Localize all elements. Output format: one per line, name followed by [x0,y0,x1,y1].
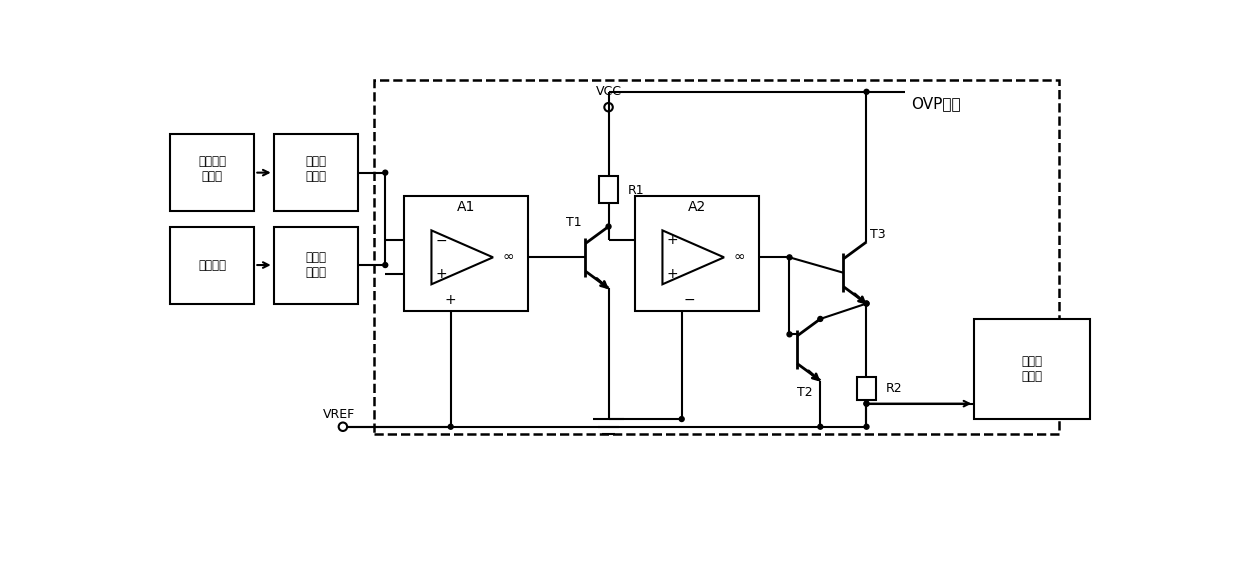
Circle shape [864,89,869,95]
Text: A1: A1 [456,200,475,215]
Text: VCC: VCC [595,85,621,98]
Circle shape [818,424,823,429]
Bar [373,80,1059,435]
Text: A2: A2 [688,200,707,215]
Bar [404,196,528,311]
Circle shape [787,332,792,337]
Text: +: + [435,267,448,281]
Circle shape [864,301,869,306]
Circle shape [680,417,684,422]
Text: +: + [667,233,678,247]
Text: 反馈信号
输入端: 反馈信号 输入端 [198,155,226,183]
Text: −: − [435,233,448,247]
Text: R2: R2 [885,381,903,395]
Text: 第二调
理电路: 第二调 理电路 [305,251,326,279]
Text: −: − [683,293,696,307]
Text: 第一调
理电路: 第一调 理电路 [305,155,326,183]
Text: ∞: ∞ [734,250,745,264]
Text: VREF: VREF [322,408,355,421]
Text: T2: T2 [797,385,812,398]
Text: T1: T1 [567,216,582,229]
Text: 感温模块: 感温模块 [198,259,226,272]
Text: ∞: ∞ [502,250,515,264]
Circle shape [787,255,792,260]
Circle shape [606,224,611,229]
Bar [274,226,358,303]
Text: OVP模块: OVP模块 [911,96,961,111]
Text: R1: R1 [627,184,645,197]
Bar [635,196,759,311]
Text: T3: T3 [870,228,885,241]
Text: +: + [445,293,456,307]
Circle shape [383,170,388,175]
Circle shape [864,401,869,406]
Bar [857,377,875,400]
Bar [170,134,254,211]
Circle shape [864,401,869,406]
Circle shape [864,301,869,306]
Circle shape [818,316,823,321]
Bar [170,226,254,303]
Bar [975,319,1090,419]
Text: 系统控
制模块: 系统控 制模块 [1022,355,1043,383]
Text: +: + [667,267,678,281]
Circle shape [383,263,388,268]
Circle shape [864,424,869,429]
Bar [599,177,618,203]
Bar [274,134,358,211]
Circle shape [448,424,453,429]
